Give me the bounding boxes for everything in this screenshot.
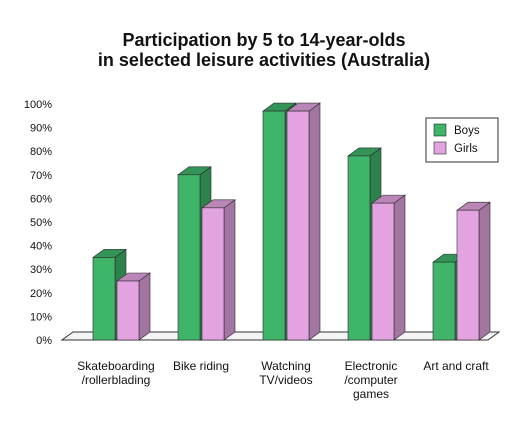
bar-front-face [201, 207, 225, 341]
legend-box [425, 117, 499, 163]
bar-side-face [393, 194, 406, 341]
bar-front-face [262, 110, 286, 341]
bar-side-face [138, 272, 151, 341]
legend-swatch-boys [433, 123, 447, 137]
x-category-label: Watching TV/videos [259, 359, 312, 387]
x-axis-labels: Skateboarding/rollerblading Bike riding Wa… [77, 359, 489, 401]
bar-front-face [92, 257, 116, 341]
chart-title-line-1: Participation by 5 to 14-year-olds [122, 30, 406, 50]
bar-front-face [456, 209, 480, 341]
x-category-label: Skateboarding/rollerblading [77, 359, 154, 387]
bar-front-face [432, 261, 456, 341]
bar-side-face [223, 199, 236, 341]
bar-front-face [177, 174, 201, 341]
chart-bars [92, 102, 491, 341]
y-tick-label: 80% [30, 146, 52, 158]
y-axis-ticks: 0% 10% 20% 30% 40% 50% 60% 70% 80% 90% 100% [24, 99, 52, 347]
bar-front-face [347, 155, 371, 341]
x-category-label: Electronic/computer games [344, 359, 397, 401]
y-tick-label: 70% [30, 170, 52, 182]
y-tick-label: 30% [30, 264, 52, 276]
bar-girls [116, 272, 151, 341]
y-tick-label: 100% [24, 99, 52, 111]
bar-front-face [116, 280, 140, 341]
chart-title: Participation by 5 to 14-year-olds in se… [0, 30, 528, 70]
x-category-label: Art and craft [423, 359, 489, 373]
chart-title-line-2: in selected leisure activities (Australi… [97, 50, 431, 70]
y-tick-label: 40% [30, 241, 52, 253]
bar-girls [371, 194, 406, 341]
legend: Boys Girls [425, 117, 499, 163]
y-tick-label: 90% [30, 123, 52, 135]
x-category-label: Bike riding [173, 359, 229, 373]
y-tick-label: 10% [30, 311, 52, 323]
bar-side-face [478, 201, 491, 341]
bar-side-face [308, 102, 321, 341]
bar-girls [286, 102, 321, 341]
bar-girls [201, 199, 236, 341]
bar-front-face [371, 202, 395, 341]
legend-swatch-girls [433, 141, 447, 155]
legend-label-girls: Girls [454, 143, 478, 155]
bar-front-face [286, 110, 310, 341]
legend-label-boys: Boys [454, 125, 480, 137]
y-tick-label: 50% [30, 217, 52, 229]
y-tick-label: 0% [36, 335, 52, 347]
bar-girls [456, 201, 491, 341]
y-tick-label: 20% [30, 288, 52, 300]
y-tick-label: 60% [30, 193, 52, 205]
